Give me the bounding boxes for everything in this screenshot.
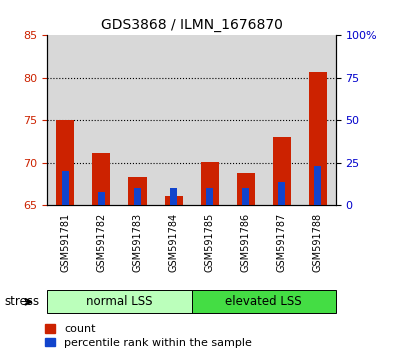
Bar [192, 35, 228, 205]
Bar [47, 35, 83, 205]
Text: elevated LSS: elevated LSS [226, 295, 302, 308]
Bar [309, 72, 327, 205]
Bar [243, 188, 249, 205]
Legend: count, percentile rank within the sample: count, percentile rank within the sample [45, 324, 252, 348]
Title: GDS3868 / ILMN_1676870: GDS3868 / ILMN_1676870 [101, 18, 282, 32]
Bar [120, 35, 156, 205]
Bar [134, 188, 141, 205]
Bar [201, 162, 218, 205]
Bar [156, 35, 192, 205]
Bar [128, 177, 147, 205]
Bar [206, 188, 213, 205]
Bar [165, 196, 182, 205]
Bar [278, 182, 285, 205]
Bar [237, 173, 255, 205]
Bar [264, 35, 300, 205]
Bar [170, 188, 177, 205]
Bar [83, 35, 120, 205]
Bar [56, 120, 74, 205]
Bar [62, 171, 69, 205]
Bar [300, 35, 336, 205]
Bar [273, 137, 291, 205]
Text: stress: stress [4, 295, 40, 308]
Text: normal LSS: normal LSS [86, 295, 153, 308]
Bar [228, 35, 264, 205]
Bar [314, 166, 321, 205]
Bar [98, 192, 105, 205]
FancyBboxPatch shape [47, 290, 192, 313]
FancyBboxPatch shape [192, 290, 336, 313]
Bar [92, 154, 111, 205]
